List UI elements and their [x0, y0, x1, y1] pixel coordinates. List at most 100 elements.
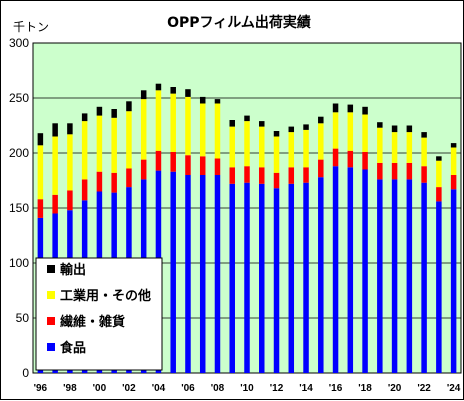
bar-segment — [421, 166, 427, 183]
bar-segment — [436, 156, 442, 161]
bar-segment — [96, 115, 103, 172]
bar-segment — [185, 155, 191, 175]
bar-segment — [318, 159, 324, 178]
legend-swatch — [47, 265, 55, 273]
bar-segment — [170, 87, 176, 94]
bar-segment — [37, 145, 44, 200]
bar-segment — [273, 172, 280, 189]
bar-segment — [140, 90, 147, 100]
bar-segment — [214, 175, 221, 373]
bar-segment — [199, 175, 206, 373]
bar-segment — [185, 175, 191, 373]
bar-segment — [406, 179, 413, 373]
bar-segment — [140, 159, 147, 180]
x-tick-label: '04 — [152, 383, 166, 394]
bar-segment — [421, 137, 427, 167]
bar-segment — [318, 116, 324, 124]
y-tick-label: 250 — [9, 91, 29, 105]
bar-segment — [81, 121, 88, 180]
bar-segment — [303, 182, 309, 373]
bar-segment — [111, 109, 117, 118]
bar-segment — [450, 147, 457, 175]
y-tick-label: 50 — [16, 311, 30, 325]
bar-segment — [391, 162, 398, 180]
x-tick-label: '20 — [388, 383, 402, 394]
bar-segment — [347, 150, 354, 168]
bar-segment — [214, 103, 221, 159]
bar-segment — [155, 90, 162, 151]
bar-segment — [96, 171, 103, 192]
bar-segment — [391, 125, 398, 133]
bar-segment — [303, 129, 309, 168]
bar-segment — [332, 166, 339, 373]
x-tick-label: '08 — [211, 383, 225, 394]
bar-segment — [96, 106, 103, 116]
bar-segment — [377, 122, 383, 128]
bar-segment — [303, 167, 309, 183]
legend-swatch — [47, 343, 55, 351]
bar-segment — [332, 148, 339, 167]
bar-segment — [362, 114, 368, 152]
bar-segment — [362, 106, 368, 115]
bar-segment — [259, 183, 265, 373]
chart-title: OPPフィルム出荷実績 — [167, 14, 311, 31]
bar-segment — [185, 96, 191, 156]
bar-segment — [229, 126, 235, 168]
legend-swatch — [47, 317, 55, 325]
bar-segment — [199, 103, 206, 157]
bar-segment — [199, 96, 206, 104]
bar-segment — [273, 188, 280, 373]
bar-segment — [259, 167, 265, 184]
x-tick-label: '96 — [34, 383, 48, 394]
legend-label: 輸出 — [60, 262, 86, 278]
bar-segment — [52, 123, 58, 137]
bar-segment — [332, 103, 339, 113]
bar-segment — [170, 151, 176, 172]
x-tick-label: '06 — [181, 383, 195, 394]
bar-segment — [229, 167, 235, 184]
y-tick-label: 300 — [9, 36, 29, 50]
bar-segment — [406, 162, 413, 180]
bar-segment — [81, 113, 88, 122]
x-axis: '96 '98 '00 '02 '04 '06 '08 '10 '12 '14 '16 '18 '20 '… — [34, 383, 461, 394]
bar-segment — [111, 117, 117, 173]
bar-segment — [273, 136, 280, 173]
bar-segment — [214, 99, 221, 104]
x-tick-label: '12 — [270, 383, 284, 394]
bar-segment — [450, 175, 457, 190]
bar-segment — [421, 132, 427, 138]
legend-label: 繊維・雑貨 — [60, 314, 125, 330]
bar-segment — [199, 156, 206, 175]
bar-segment — [37, 199, 44, 218]
bar-segment — [214, 158, 221, 175]
y-axis-unit-label: 千トン — [13, 20, 49, 34]
bar-segment — [244, 166, 250, 183]
x-tick-label: '10 — [240, 383, 254, 394]
bar-segment — [303, 124, 309, 130]
bar-segment — [288, 183, 295, 373]
bar-segment — [377, 127, 383, 163]
bar-segment — [377, 162, 383, 180]
bar-segment — [347, 104, 354, 113]
bar-segment — [229, 120, 235, 127]
y-tick-label: 200 — [9, 146, 29, 160]
legend-label: 食品 — [60, 340, 86, 356]
bar-segment — [244, 121, 250, 167]
bar-segment — [406, 125, 413, 133]
bar-segment — [140, 99, 147, 160]
x-tick-label: '16 — [329, 383, 343, 394]
bar-segment — [37, 133, 44, 146]
bar-segment — [185, 89, 191, 97]
bar-segment — [436, 160, 442, 188]
legend-swatch — [47, 291, 55, 299]
bar-segment — [436, 187, 442, 202]
x-tick-label: '14 — [299, 383, 313, 394]
bar-segment — [450, 189, 457, 373]
legend-label: 工業用・その他 — [60, 288, 151, 304]
bar-segment — [259, 126, 265, 168]
bar-segment — [67, 123, 73, 135]
x-tick-label: '02 — [122, 383, 136, 394]
bar-segment — [421, 182, 427, 373]
